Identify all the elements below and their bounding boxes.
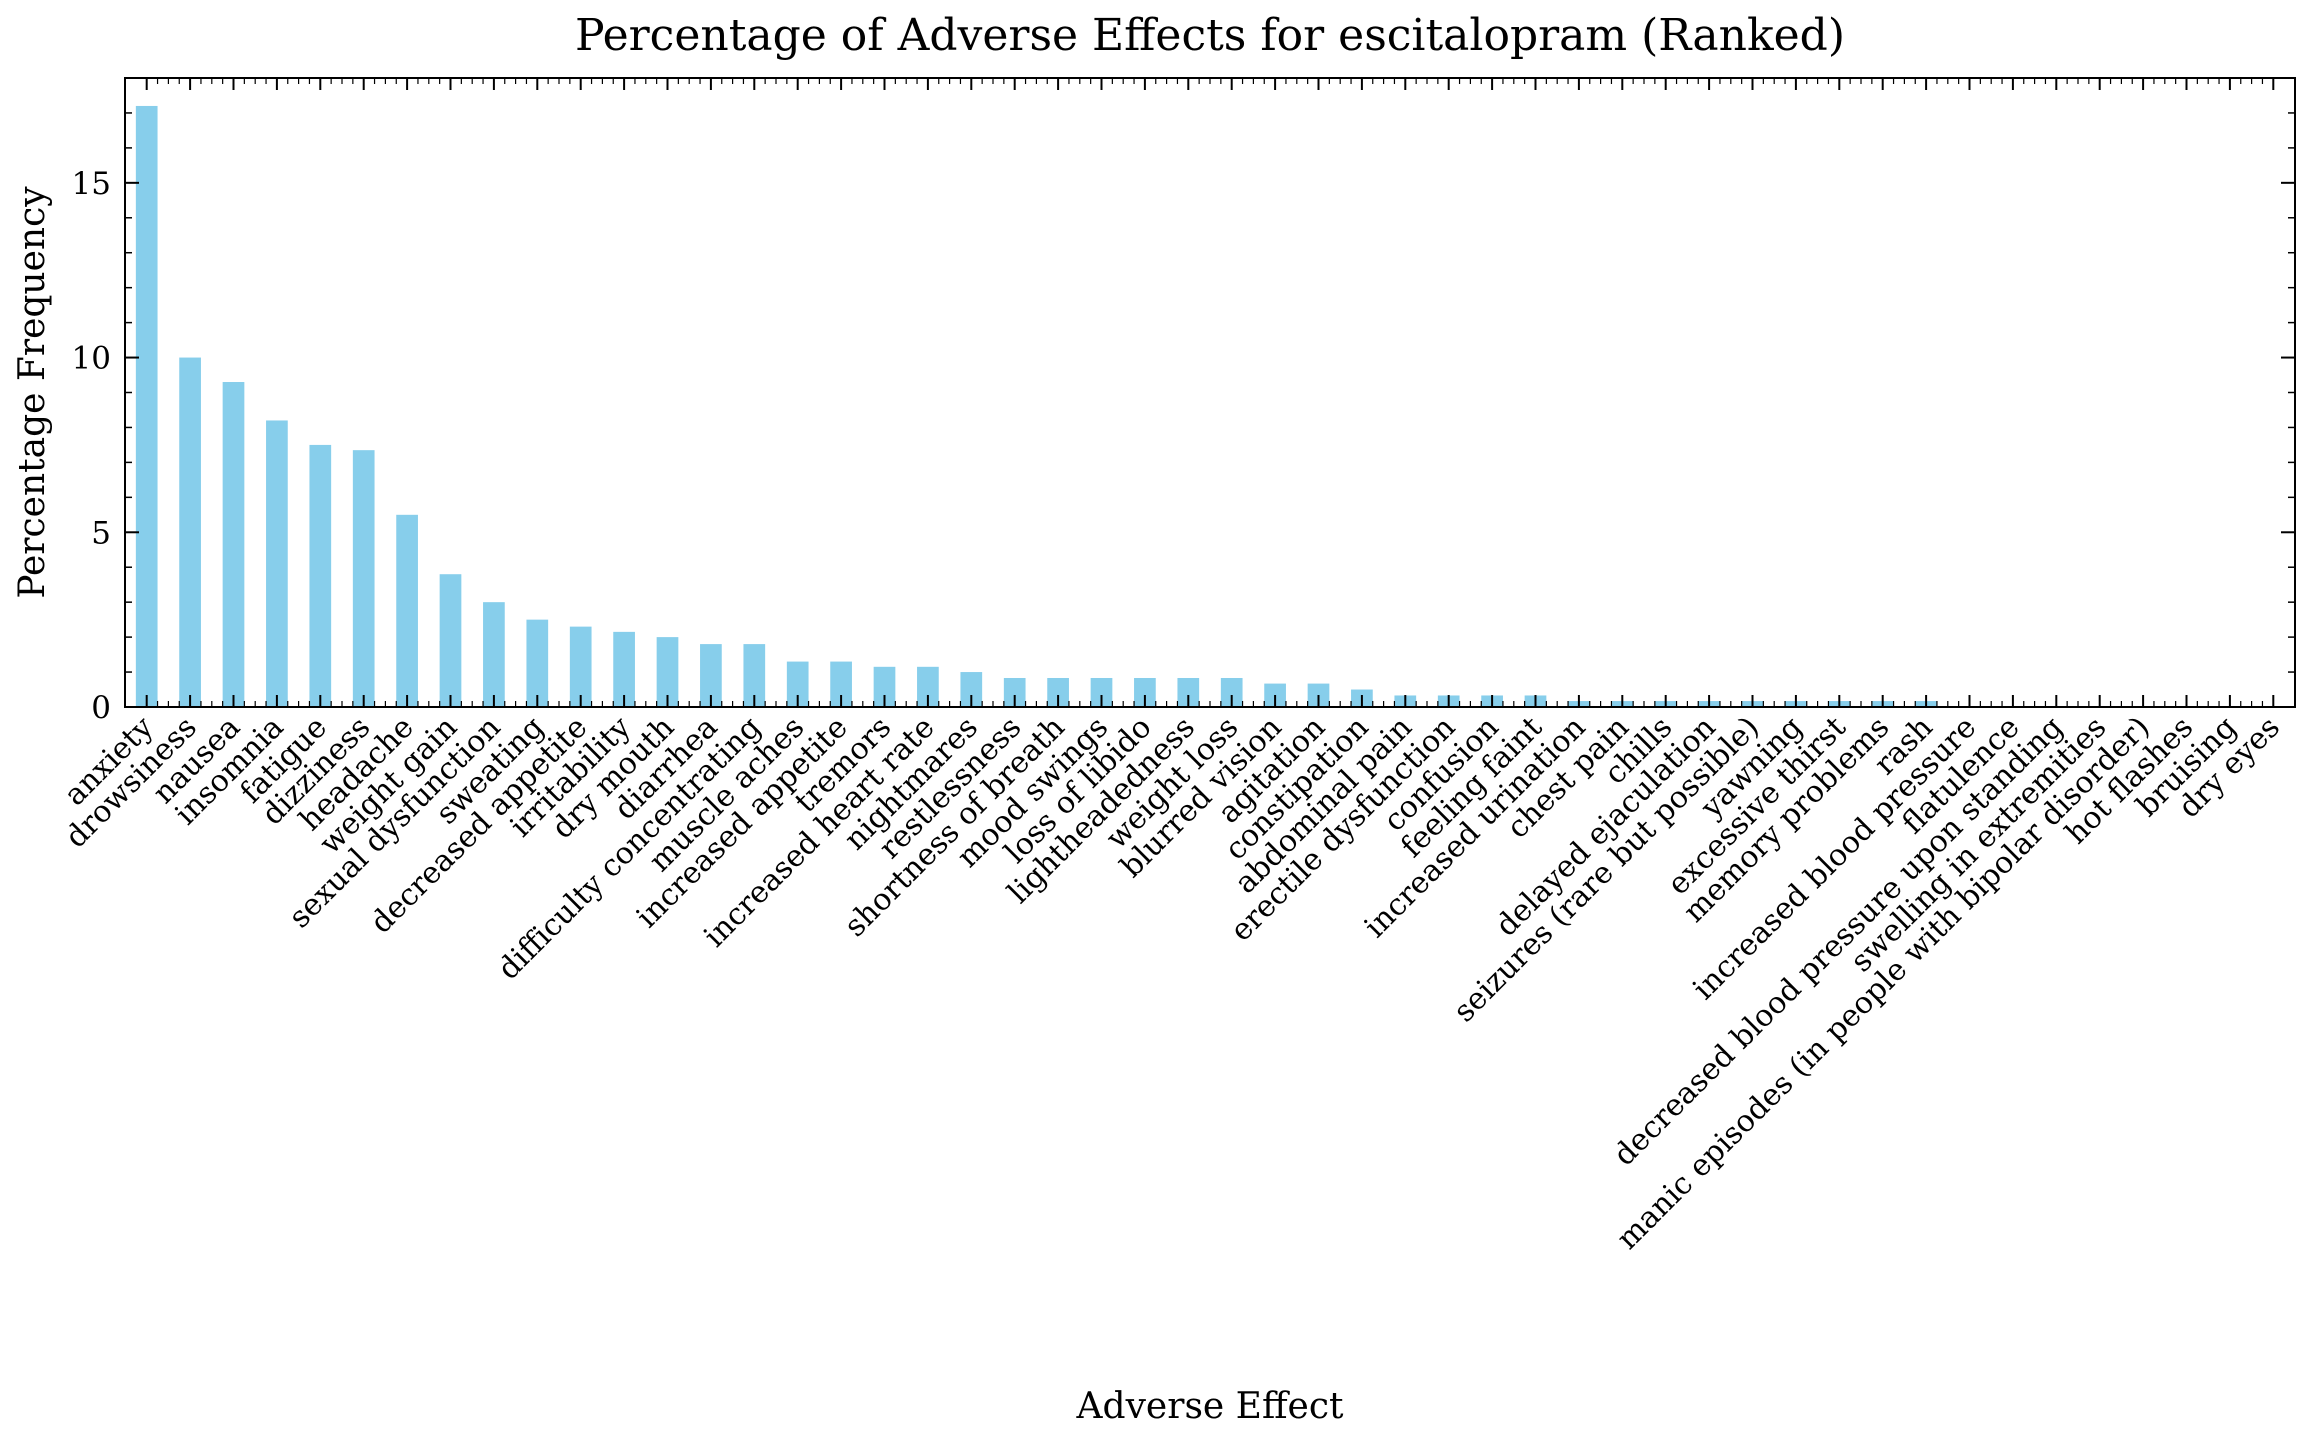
bar — [613, 631, 635, 707]
bar — [569, 626, 592, 707]
chart-title: Percentage of Adverse Effects for escita… — [575, 10, 1845, 61]
bar — [786, 661, 809, 707]
bar — [1220, 677, 1243, 707]
category-labels-group: anxietydrowsinessnauseainsomniafatiguedi… — [57, 710, 2286, 1257]
bar — [1177, 677, 1200, 707]
bar — [179, 357, 201, 707]
bar — [483, 602, 505, 707]
bar — [266, 420, 288, 707]
bar — [700, 644, 722, 707]
y-tick-label: 10 — [72, 341, 111, 377]
bar — [352, 450, 375, 707]
bar — [1134, 677, 1156, 707]
y-tick-label: 15 — [72, 166, 111, 202]
bar — [309, 444, 332, 707]
bar — [743, 644, 766, 707]
bar — [526, 619, 549, 707]
y-tick-label: 5 — [91, 515, 111, 551]
bar — [1090, 677, 1113, 707]
bar — [830, 661, 852, 707]
x-axis-label: Adverse Effect — [1076, 1386, 1344, 1427]
y-tick-label: 0 — [91, 690, 111, 726]
bar — [439, 574, 462, 707]
bar — [1047, 677, 1069, 707]
bar — [917, 666, 939, 707]
bar — [1003, 677, 1026, 707]
bar — [960, 672, 983, 707]
bar — [222, 382, 245, 707]
bar — [396, 514, 418, 707]
bars-group — [135, 105, 2285, 707]
bar — [656, 637, 679, 707]
ticks-group: 0 5 10 15 — [72, 78, 2295, 726]
bar — [135, 105, 158, 707]
bar — [873, 666, 896, 707]
plot-frame — [124, 77, 2296, 708]
y-axis-label: Percentage Frequency — [12, 186, 53, 599]
